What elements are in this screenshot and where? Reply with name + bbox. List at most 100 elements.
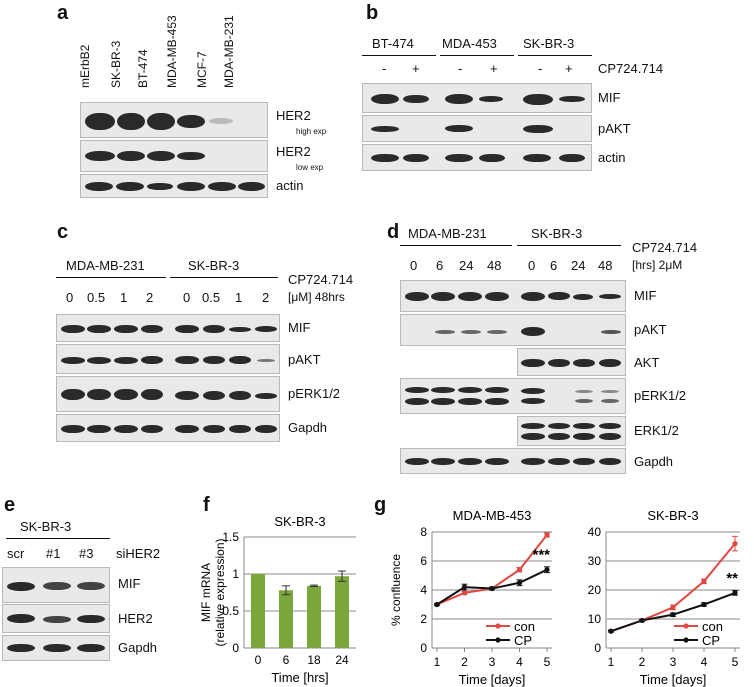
panel-label-e: e (4, 494, 16, 516)
sign: - (458, 61, 463, 76)
blot-pakt-c (56, 344, 280, 374)
dose-label: 0.5 (87, 290, 106, 305)
x-tick-label: 0 (255, 653, 262, 667)
blot-mif-b (362, 83, 592, 113)
data-point (516, 580, 523, 586)
panel-label-c: c (57, 221, 69, 243)
bar (335, 576, 349, 648)
data-point (701, 578, 707, 584)
group-label: SK-BR-3 (20, 519, 72, 534)
row-label: pERK1/2 (288, 386, 341, 401)
time-label: 0 (528, 258, 536, 273)
y-tick-label: 20 (588, 583, 602, 597)
data-point (461, 584, 468, 590)
x-tick-label: 5 (544, 655, 551, 669)
time-label: 0 (410, 258, 418, 273)
chart-f: SK-BR-3 0 0.5 1 1.5 0 6 18 24 Time [hrs] MIF mRNA(… (199, 514, 356, 685)
x-axis-title: Time [hrs] (271, 670, 328, 685)
blot-erk-d (517, 416, 626, 446)
data-point (434, 601, 440, 608)
row-label: pAKT (634, 322, 667, 337)
row-label: pERK1/2 (634, 388, 687, 403)
x-tick-label: 1 (434, 655, 441, 669)
chart-title: SK-BR-3 (274, 514, 325, 529)
blot-perk-c (56, 376, 280, 412)
x-tick-label: 4 (701, 655, 708, 669)
data-point (461, 590, 468, 596)
data-point (732, 541, 738, 547)
panel-label-g: g (374, 494, 387, 516)
row-label: pAKT (598, 121, 631, 136)
group-label: BT-474 (372, 36, 414, 51)
treatment-label: CP724.714 (598, 61, 664, 76)
dose-label: 1 (120, 290, 128, 305)
data-point (670, 604, 676, 610)
data-point (544, 532, 550, 538)
time-label: 6 (436, 258, 444, 273)
row-label: pAKT (288, 352, 321, 367)
y-tick-label: 6 (420, 554, 427, 568)
row-label: MIF (288, 320, 311, 335)
y-tick-label: 1 (232, 567, 239, 581)
lane-label: mErbB2 (78, 44, 92, 88)
x-tick-label: 2 (639, 655, 646, 669)
data-point (732, 590, 738, 596)
dose-label: 2 (262, 290, 270, 305)
row-label: Gapdh (288, 420, 328, 435)
blot-gapdh-d (400, 448, 626, 474)
lane-label: MDA-MB-231 (222, 15, 236, 88)
y-axis-title-sub: (relative expression) (213, 538, 227, 646)
treatment-label: siHER2 (116, 546, 161, 561)
y-tick-label: 30 (588, 554, 602, 568)
row-sublabel: high exp (296, 127, 327, 136)
treatment-sublabel: [hrs] 2μM (632, 258, 683, 272)
blot-her2-e (2, 604, 110, 633)
x-tick-label: 6 (283, 653, 290, 667)
panel-label-a: a (57, 2, 69, 24)
lane-label: MCF-7 (195, 51, 209, 88)
treatment-label: CP724.714 (288, 272, 354, 287)
y-axis-title: MIF mRNA (199, 563, 213, 622)
row-label: Gapdh (118, 640, 158, 655)
blot-mif-d (400, 280, 626, 312)
row-sublabel: low exp (296, 163, 324, 172)
row-label: HER2 (276, 144, 311, 159)
group-label: SK-BR-3 (523, 36, 575, 51)
legend-marker (683, 623, 689, 629)
chart-title: MDA-MB-453 (453, 508, 532, 523)
blot-actin-a (80, 174, 268, 198)
y-tick-label: 4 (420, 583, 427, 597)
data-point (544, 567, 550, 573)
row-label: HER2 (118, 611, 153, 626)
legend-marker (683, 637, 689, 643)
y-tick-label: 2 (420, 612, 427, 626)
y-tick-label: 40 (588, 525, 602, 539)
lane-label: #1 (46, 546, 61, 561)
row-label: MIF (634, 288, 657, 303)
group-label: MDA-453 (442, 36, 497, 51)
data-point (670, 612, 676, 618)
y-tick-label: 0 (594, 641, 601, 655)
data-point (489, 585, 495, 592)
panel-label-b: b (366, 2, 379, 24)
sign: - (538, 61, 543, 76)
time-label: 6 (550, 258, 558, 273)
time-label: 48 (598, 258, 613, 273)
blot-perk-d (400, 378, 626, 414)
blot-mif-e (2, 567, 110, 603)
y-tick-label: 1.5 (222, 530, 239, 544)
blot-actin-b (362, 144, 592, 171)
legend-marker (495, 637, 501, 643)
row-label: ERK1/2 (634, 423, 679, 438)
dose-label: 1 (235, 290, 243, 305)
lane-label: BT-474 (136, 49, 150, 88)
x-tick-label: 5 (732, 655, 739, 669)
row-label: MIF (118, 576, 141, 591)
significance-mark: ** (726, 570, 738, 587)
lane-label: MDA-MB-453 (165, 15, 179, 88)
dose-label: 0 (66, 290, 74, 305)
data-point (639, 617, 645, 624)
blot-pakt-b (362, 115, 592, 142)
x-tick-label: 1 (608, 655, 615, 669)
